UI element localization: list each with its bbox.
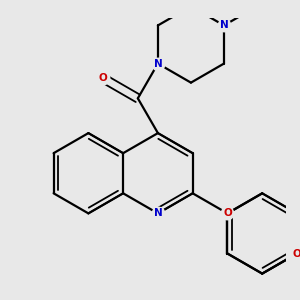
Text: N: N [154, 208, 162, 218]
Text: N: N [220, 20, 228, 30]
Text: O: O [223, 208, 232, 218]
Text: N: N [154, 58, 162, 69]
Text: O: O [99, 73, 107, 83]
Text: O: O [292, 248, 300, 259]
